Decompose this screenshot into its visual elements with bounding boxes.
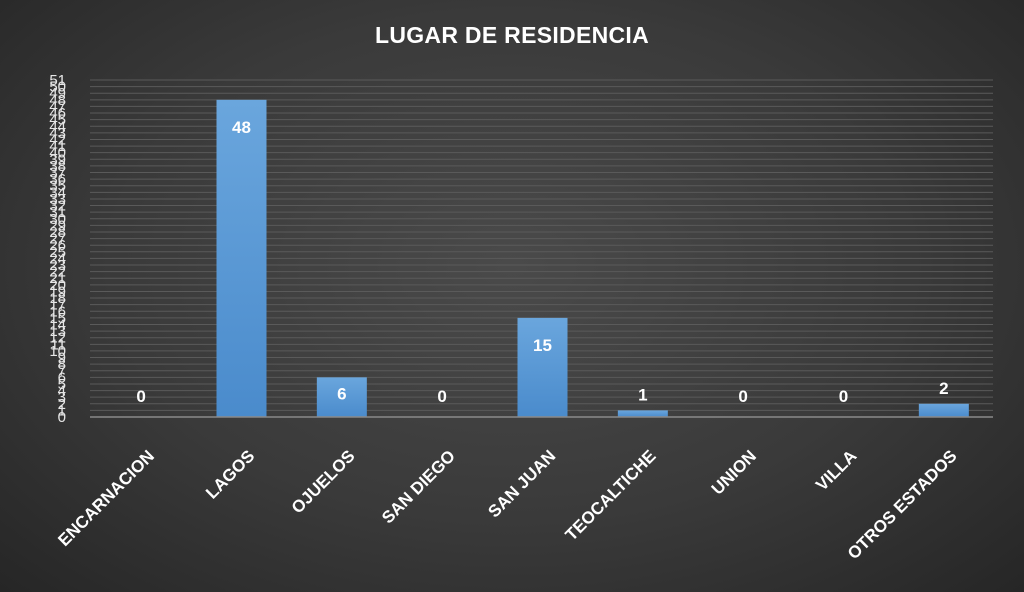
x-category-label: OTROS ESTADOS xyxy=(844,446,961,563)
y-tick-label: 50 xyxy=(49,79,66,96)
y-tick-label: 22 xyxy=(49,264,66,281)
y-tick-label: 15 xyxy=(49,310,66,327)
x-axis-labels: ENCARNACION LAGOS OJUELOS SAN DIEGO SAN JUAN… xyxy=(54,446,960,563)
y-tick-label: 41 xyxy=(49,138,66,155)
y-tick-label: 26 xyxy=(49,237,66,254)
y-tick-label: 19 xyxy=(49,283,66,300)
y-tick-label: 20 xyxy=(49,277,66,294)
y-tick-label: 24 xyxy=(49,250,66,267)
x-category-label: ENCARNACION xyxy=(54,446,158,550)
x-category-label: VILLA xyxy=(812,446,860,494)
bars xyxy=(216,99,969,417)
y-tick-label: 45 xyxy=(49,112,66,129)
x-category-label: UNION xyxy=(708,446,760,498)
x-category-label: TEOCALTICHE xyxy=(562,446,660,544)
y-tick-label: 36 xyxy=(49,171,66,188)
y-tick-label: 12 xyxy=(49,330,66,347)
y-tick-label: 47 xyxy=(49,98,66,115)
y-tick-label: 9 xyxy=(58,350,66,367)
y-tick-label: 30 xyxy=(49,211,66,228)
y-tick-label: 35 xyxy=(49,178,66,195)
data-label: 0 xyxy=(738,387,747,406)
bar xyxy=(617,410,668,417)
x-category-label: SAN DIEGO xyxy=(378,446,459,527)
chart-title: LUGAR DE RESIDENCIA xyxy=(374,22,650,48)
data-label: 0 xyxy=(437,387,446,406)
data-label: 6 xyxy=(337,384,346,403)
data-label: 2 xyxy=(939,379,948,398)
data-label: 15 xyxy=(533,336,552,355)
data-label: 1 xyxy=(638,385,647,404)
y-tick-label: 40 xyxy=(49,145,66,162)
y-tick-label: 3 xyxy=(58,389,66,406)
x-category-label: LAGOS xyxy=(202,446,258,502)
y-tick-label: 38 xyxy=(49,158,66,175)
y-tick-label: 28 xyxy=(49,224,66,241)
y-tick-label: 10 xyxy=(49,343,66,360)
data-label: 0 xyxy=(839,387,848,406)
y-tick-label: 48 xyxy=(49,92,66,109)
y-tick-label: 49 xyxy=(49,85,66,102)
y-tick-label: 0 xyxy=(58,409,66,426)
y-tick-label: 34 xyxy=(49,184,66,201)
y-tick-label: 2 xyxy=(58,396,66,413)
y-tick-label: 8 xyxy=(58,356,66,373)
y-tick-label: 4 xyxy=(58,383,66,400)
y-axis-ticks: 0123456789101112131415161718192021222324… xyxy=(49,72,66,426)
y-tick-label: 1 xyxy=(58,402,66,419)
y-tick-label: 27 xyxy=(49,231,66,248)
y-tick-label: 25 xyxy=(49,244,66,261)
x-category-label: SAN JUAN xyxy=(484,446,559,521)
y-tick-label: 33 xyxy=(49,191,66,208)
x-category-label: OJUELOS xyxy=(288,446,359,517)
data-labels: 0 48 6 0 15 1 0 0 2 xyxy=(136,118,948,406)
y-tick-label: 16 xyxy=(49,303,66,320)
y-tick-label: 7 xyxy=(58,363,66,380)
y-tick-label: 37 xyxy=(49,165,66,182)
y-tick-label: 29 xyxy=(49,217,66,234)
bar xyxy=(517,317,568,417)
bar xyxy=(316,377,367,417)
y-tick-label: 17 xyxy=(49,297,66,314)
y-tick-label: 6 xyxy=(58,369,66,386)
y-tick-label: 23 xyxy=(49,257,66,274)
y-tick-label: 21 xyxy=(49,270,66,287)
y-tick-label: 43 xyxy=(49,125,66,142)
y-tick-label: 31 xyxy=(49,204,66,221)
y-tick-label: 39 xyxy=(49,151,66,168)
y-tick-label: 18 xyxy=(49,290,66,307)
y-tick-label: 46 xyxy=(49,105,66,122)
y-tick-label: 42 xyxy=(49,131,66,148)
bar xyxy=(216,99,267,417)
y-tick-label: 13 xyxy=(49,323,66,340)
data-label: 48 xyxy=(232,118,251,137)
y-tick-label: 5 xyxy=(58,376,66,393)
data-label: 0 xyxy=(136,387,145,406)
y-tick-label: 44 xyxy=(49,118,66,135)
y-tick-label: 51 xyxy=(49,72,66,89)
bar xyxy=(918,403,969,417)
y-tick-label: 11 xyxy=(50,336,66,353)
y-tick-label: 14 xyxy=(49,316,66,333)
y-tick-label: 32 xyxy=(49,198,66,215)
